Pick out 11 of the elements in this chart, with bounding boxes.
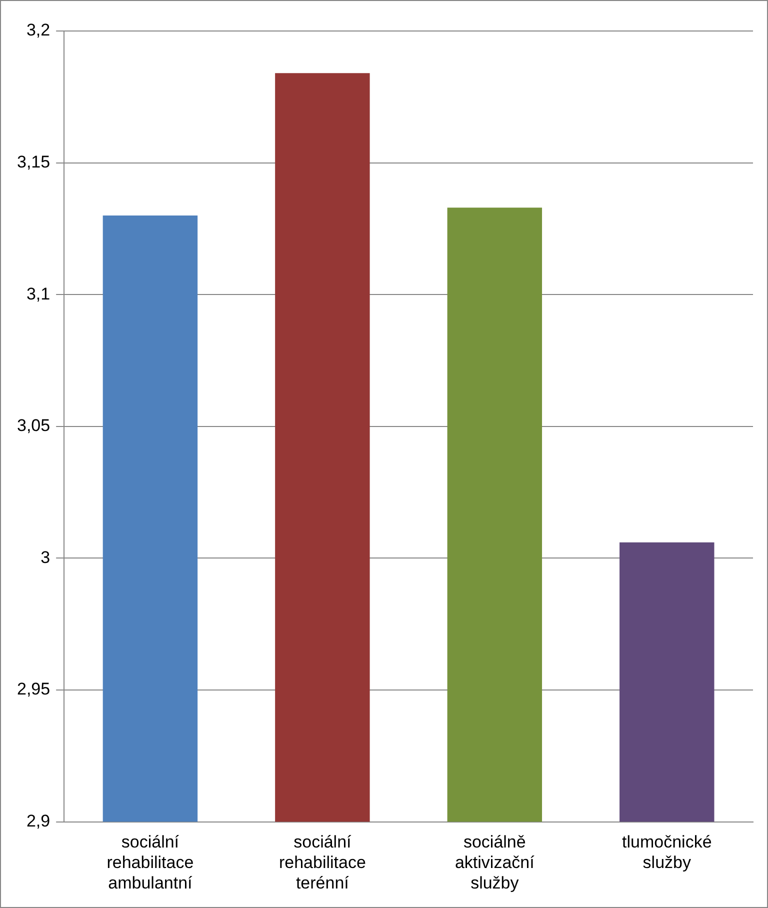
y-tick-label: 2,95 xyxy=(16,680,50,699)
y-tick-label: 3,15 xyxy=(16,152,50,172)
x-tick-label: sociálně aktivizační služby xyxy=(454,832,535,892)
y-tick-label: 3,2 xyxy=(26,20,50,40)
y-tick-label: 3,1 xyxy=(26,284,50,304)
y-tick-label: 2,9 xyxy=(26,811,50,830)
x-tick-label: sociální rehabilitace ambulantní xyxy=(106,832,194,892)
x-tick-label: sociální rehabilitace terénní xyxy=(278,832,366,892)
y-tick-label: 3 xyxy=(40,548,50,567)
y-tick-label: 3,05 xyxy=(16,416,50,436)
x-tick-label: tlumočnické služby xyxy=(622,832,712,872)
